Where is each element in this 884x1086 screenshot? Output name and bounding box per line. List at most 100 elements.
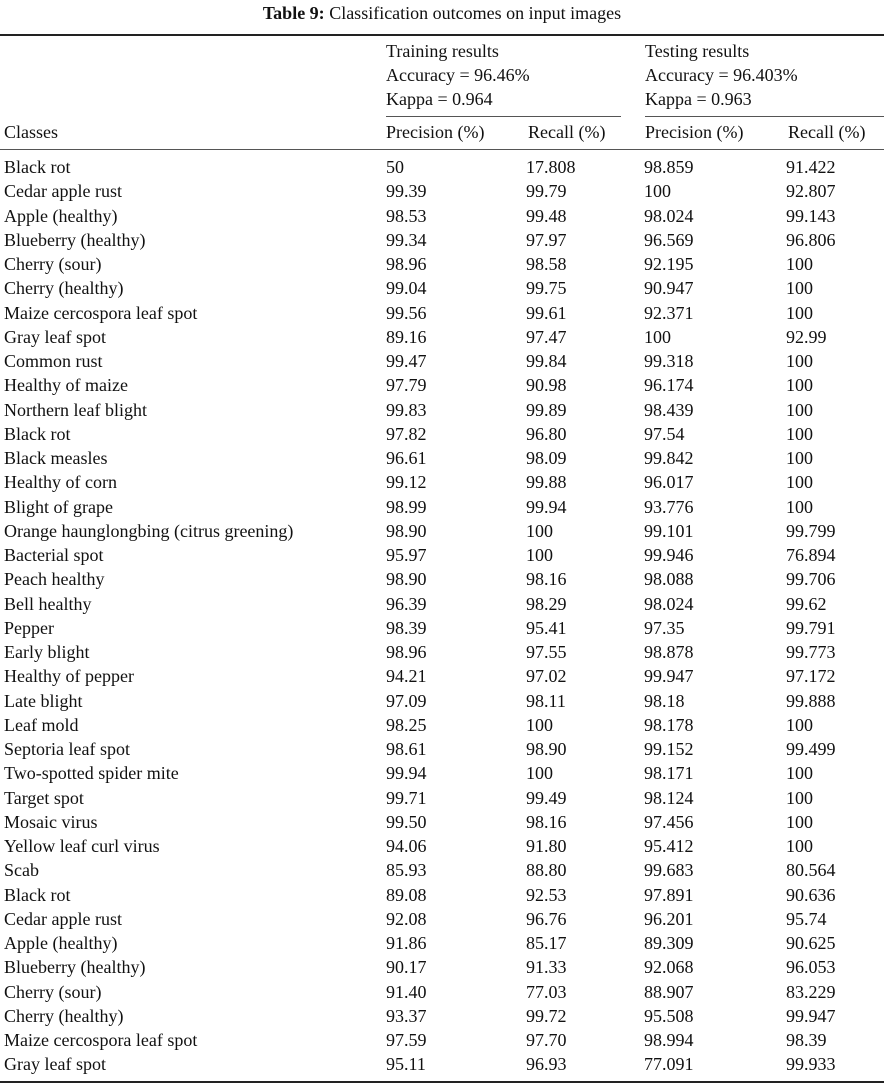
train-recall-cell: 91.33 [526, 957, 567, 978]
table-row: Northern leaf blight 99.83 99.89 98.439 100 [0, 398, 884, 422]
train-precision-cell: 50 [386, 157, 404, 177]
train-precision-cell: 91.86 [386, 933, 427, 953]
class-cell: Early blight [4, 642, 90, 662]
test-recall-cell: 100 [786, 496, 813, 517]
train-precision-cell: 99.71 [386, 787, 427, 808]
class-cell: Cherry (sour) [4, 981, 102, 1002]
table-row: Healthy of corn 99.12 99.88 96.017 100 [0, 470, 884, 494]
train-precision-cell: 99.39 [386, 181, 427, 202]
class-cell: Cedar apple rust [4, 908, 122, 929]
test-recall-cell: 96.053 [786, 957, 836, 978]
table-row: Cherry (sour) 98.96 98.58 92.195 100 [0, 252, 884, 276]
test-recall-cell: 92.99 [786, 326, 827, 347]
training-header: Training results Accuracy = 96.46% Kappa… [386, 39, 530, 111]
test-precision-cell: 98.024 [644, 593, 694, 614]
test-recall-cell: 76.894 [786, 545, 836, 565]
col-header-train-recall: Recall (%) [528, 122, 606, 142]
train-precision-cell: 98.53 [386, 205, 427, 226]
test-recall-cell: 99.799 [786, 520, 836, 541]
test-precision-cell: 97.54 [644, 423, 685, 444]
results-table-body: Black rot 50 17.808 98.859 91.422 Cedar apple… [0, 155, 884, 1077]
test-recall-cell: 100 [786, 763, 813, 784]
table-row: Blueberry (healthy) 90.17 91.33 92.068 96.05… [0, 955, 884, 979]
class-cell: Orange haunglongbing (citrus greening) [4, 520, 294, 541]
table-row: Target spot 99.71 99.49 98.124 100 [0, 786, 884, 810]
class-cell: Bell healthy [4, 593, 92, 614]
class-cell: Cherry (healthy) [4, 278, 124, 299]
test-recall-cell: 100 [786, 811, 813, 832]
class-cell: Black rot [4, 423, 71, 444]
train-precision-cell: 96.61 [386, 448, 427, 468]
table-row: Leaf mold 98.25 100 98.178 100 [0, 713, 884, 737]
table-row: Early blight 98.96 97.55 98.878 99.773 [0, 640, 884, 664]
caption-label: Table 9: [262, 3, 325, 23]
testing-title: Testing results [645, 41, 750, 61]
test-recall-cell: 80.564 [786, 860, 836, 881]
test-precision-cell: 90.947 [644, 278, 694, 299]
col-header-train-precision: Precision (%) [386, 122, 485, 142]
test-precision-cell: 95.412 [644, 836, 694, 856]
train-precision-cell: 89.08 [386, 884, 427, 905]
test-precision-cell: 99.318 [644, 351, 694, 371]
test-recall-cell: 100 [786, 278, 813, 299]
table-row: Black measles 96.61 98.09 99.842 100 [0, 446, 884, 470]
class-cell: Pepper [4, 617, 54, 638]
train-recall-cell: 85.17 [526, 933, 567, 953]
class-cell: Healthy of maize [4, 375, 128, 396]
table-row: Gray leaf spot 95.11 96.93 77.091 99.933 [0, 1052, 884, 1076]
col-header-classes: Classes [4, 122, 58, 142]
train-recall-cell: 96.80 [526, 423, 567, 444]
table-row: Maize cercospora leaf spot 97.59 97.70 98.9… [0, 1028, 884, 1052]
train-recall-cell: 98.16 [526, 569, 567, 590]
test-precision-cell: 88.907 [644, 981, 694, 1002]
test-recall-cell: 100 [786, 399, 813, 420]
table-row: Blight of grape 98.99 99.94 93.776 100 [0, 495, 884, 519]
train-recall-cell: 91.80 [526, 836, 567, 856]
test-precision-cell: 98.088 [644, 569, 694, 590]
train-recall-cell: 92.53 [526, 884, 567, 905]
test-recall-cell: 100 [786, 472, 813, 493]
test-precision-cell: 98.024 [644, 205, 694, 226]
train-precision-cell: 99.34 [386, 229, 427, 250]
test-precision-cell: 100 [644, 181, 671, 202]
test-recall-cell: 100 [786, 787, 813, 808]
test-precision-cell: 96.569 [644, 229, 694, 250]
test-precision-cell: 98.124 [644, 787, 694, 808]
train-recall-cell: 99.79 [526, 181, 567, 202]
test-recall-cell: 83.229 [786, 981, 836, 1002]
table-row: Maize cercospora leaf spot 99.56 99.61 92.3… [0, 301, 884, 325]
train-recall-cell: 97.55 [526, 642, 567, 662]
top-rule [0, 34, 884, 36]
table-row: Cherry (healthy) 93.37 99.72 95.508 99.947 [0, 1004, 884, 1028]
test-precision-cell: 93.776 [644, 496, 694, 517]
test-precision-cell: 99.152 [644, 739, 694, 759]
table-row: Late blight 97.09 98.11 98.18 99.888 [0, 689, 884, 713]
train-recall-cell: 97.47 [526, 326, 567, 347]
test-recall-cell: 100 [786, 351, 813, 371]
train-recall-cell: 99.48 [526, 205, 567, 226]
class-cell: Maize cercospora leaf spot [4, 1030, 198, 1050]
train-recall-cell: 97.02 [526, 666, 567, 687]
train-precision-cell: 99.83 [386, 399, 427, 420]
train-recall-cell: 77.03 [526, 981, 567, 1002]
train-precision-cell: 91.40 [386, 981, 427, 1002]
test-precision-cell: 100 [644, 326, 671, 347]
test-recall-cell: 90.636 [786, 884, 836, 905]
col-header-test-precision: Precision (%) [645, 122, 744, 142]
table-row: Cedar apple rust 99.39 99.79 100 92.807 [0, 179, 884, 203]
train-recall-cell: 100 [526, 714, 553, 735]
table-row: Black rot 50 17.808 98.859 91.422 [0, 155, 884, 179]
table-row: Black rot 97.82 96.80 97.54 100 [0, 422, 884, 446]
testing-kappa: Kappa = 0.963 [645, 89, 752, 109]
train-recall-cell: 99.72 [526, 1005, 567, 1026]
train-precision-cell: 97.59 [386, 1030, 427, 1050]
bottom-rule [0, 1081, 884, 1083]
table-row: Bacterial spot 95.97 100 99.946 76.894 [0, 543, 884, 567]
test-precision-cell: 92.195 [644, 254, 694, 274]
test-recall-cell: 92.807 [786, 181, 836, 202]
train-precision-cell: 98.99 [386, 496, 427, 517]
train-precision-cell: 95.97 [386, 545, 427, 565]
train-precision-cell: 99.50 [386, 811, 427, 832]
test-recall-cell: 100 [786, 836, 813, 856]
test-precision-cell: 99.842 [644, 448, 694, 468]
